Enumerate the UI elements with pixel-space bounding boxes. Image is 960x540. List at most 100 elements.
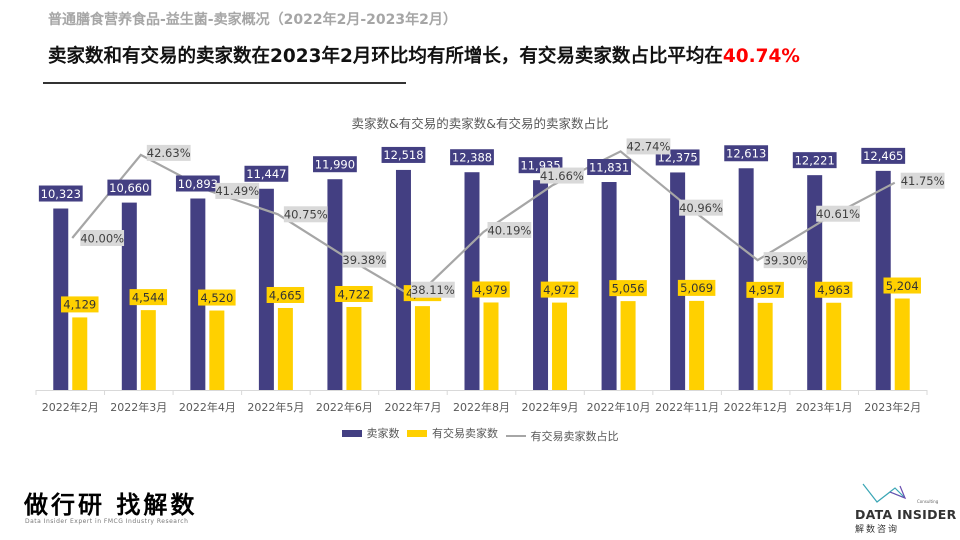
bar-sellers (121, 202, 137, 390)
label-sellers: 12,518 (383, 148, 423, 162)
label-trading-sellers-bg (472, 281, 510, 298)
label-trading-sellers: 4,520 (200, 291, 233, 305)
label-trading-sellers-bg (746, 281, 784, 298)
label-sellers: 11,990 (315, 158, 355, 172)
label-trading-sellers: 4,544 (132, 290, 165, 304)
legend-item-ratio: 有交易卖家数占比 (505, 428, 619, 444)
label-ratio: 41.49% (215, 184, 259, 198)
label-trading-sellers-bg (266, 286, 305, 303)
data-insider-logo-icon (862, 483, 907, 503)
chart-title: 卖家数&有交易的卖家数&有交易的卖家数占比 (351, 116, 609, 131)
x-tick-label: 2022年4月 (179, 400, 236, 414)
bar-trading-sellers (209, 310, 225, 390)
bar-trading-sellers (414, 306, 430, 390)
label-sellers-bg (724, 145, 769, 162)
label-ratio: 39.38% (342, 253, 386, 267)
title-underline (43, 82, 406, 84)
label-trading-sellers-bg (609, 280, 647, 297)
label-ratio-bg (487, 221, 532, 238)
logo-text: DATA INSIDER (855, 507, 957, 522)
logo-cn-text: 解数咨询 (855, 525, 900, 535)
bar-trading-sellers (894, 298, 910, 390)
x-tick-label: 2022年6月 (316, 400, 373, 414)
bar-trading-sellers (72, 317, 88, 390)
bar-sellers (601, 182, 617, 390)
label-ratio: 42.74% (627, 140, 671, 154)
label-trading-sellers: 5,056 (612, 281, 645, 295)
label-sellers-bg (38, 185, 83, 202)
x-tick-label: 2022年11月 (655, 400, 719, 414)
bar-trading-sellers (826, 302, 842, 390)
label-ratio-bg (900, 172, 945, 189)
label-ratio-bg (146, 144, 191, 161)
bar-sellers (258, 188, 274, 390)
label-ratio: 40.96% (679, 201, 723, 215)
x-tick-label: 2022年10月 (587, 400, 651, 414)
label-trading-sellers-bg (129, 289, 168, 306)
bar-trading-sellers (552, 302, 568, 390)
label-ratio-bg (215, 182, 260, 199)
label-sellers: 12,465 (863, 149, 903, 163)
legend-item-sellers: 卖家数 (341, 425, 400, 441)
label-trading-sellers-bg (198, 289, 236, 306)
label-ratio-bg (679, 199, 723, 216)
label-sellers-bg (861, 147, 906, 164)
label-sellers: 12,221 (795, 153, 835, 167)
label-sellers: 10,893 (178, 177, 218, 191)
headline-text: 卖家数和有交易的卖家数在2023年2月环比均有所增长，有交易卖家数占比平均在 (48, 46, 723, 67)
label-ratio-bg (763, 252, 808, 269)
label-trading-sellers-bg (677, 279, 716, 296)
legend-label-trading-sellers: 有交易卖家数 (432, 427, 498, 440)
x-tick-label: 2023年1月 (796, 400, 853, 414)
brand-tagline: Data Insider Expert in FMCG Industry Res… (25, 518, 189, 525)
label-ratio: 40.19% (487, 223, 531, 237)
label-trading-sellers: 5,069 (680, 281, 713, 295)
bar-sellers (395, 169, 411, 390)
label-sellers-bg (450, 149, 494, 166)
label-ratio: 42.63% (147, 146, 191, 160)
label-sellers-bg (313, 156, 357, 173)
label-trading-sellers: 4,957 (749, 283, 782, 297)
bar-sellers (53, 208, 69, 390)
bar-trading-sellers (620, 301, 636, 390)
logo-small-text: Consulting (917, 499, 939, 504)
legend-item-trading-sellers: 有交易卖家数 (407, 425, 498, 441)
label-sellers: 11,831 (589, 160, 629, 174)
x-tick-label: 2022年5月 (247, 400, 304, 414)
label-sellers: 10,660 (109, 181, 149, 195)
x-tick-label: 2022年2月 (42, 400, 99, 414)
label-ratio: 40.61% (816, 207, 860, 221)
label-sellers-bg (244, 165, 289, 182)
label-ratio: 38.11% (411, 283, 455, 297)
label-trading-sellers-bg (814, 281, 853, 298)
headline: 卖家数和有交易的卖家数在2023年2月环比均有所增长，有交易卖家数占比平均在40… (48, 42, 800, 68)
legend-swatch-trading-sellers (407, 429, 427, 437)
bar-sellers (464, 172, 480, 390)
bar-sellers (533, 180, 549, 390)
label-sellers-bg (587, 159, 631, 176)
label-ratio: 41.66% (540, 169, 584, 183)
label-sellers: 10,323 (41, 187, 81, 201)
chart-legend: 卖家数 有交易卖家数 有交易卖家数占比 (0, 425, 960, 444)
x-tick-label: 2022年3月 (110, 400, 167, 414)
label-sellers-bg (107, 179, 152, 196)
label-ratio: 41.75% (901, 174, 945, 188)
x-tick-label: 2023年2月 (864, 400, 921, 414)
label-ratio: 40.00% (80, 231, 124, 245)
label-ratio-bg (283, 206, 328, 223)
label-trading-sellers-bg (883, 277, 921, 294)
bar-trading-sellers (757, 302, 773, 390)
label-sellers: 11,447 (246, 167, 286, 181)
report-subtitle: 普通膳食营养食品-益生菌-卖家概况（2022年2月-2023年2月） (48, 12, 457, 28)
legend-swatch-ratio (505, 434, 526, 437)
label-trading-sellers: 4,665 (269, 288, 302, 302)
label-sellers-bg (175, 175, 220, 192)
x-tick-label: 2022年9月 (522, 400, 579, 414)
label-ratio-bg (626, 138, 671, 155)
bar-trading-sellers (346, 306, 362, 390)
x-tick-label: 2022年8月 (453, 400, 510, 414)
label-sellers-bg (381, 146, 426, 163)
label-ratio: 39.30% (764, 253, 808, 267)
label-ratio-bg (816, 205, 860, 222)
